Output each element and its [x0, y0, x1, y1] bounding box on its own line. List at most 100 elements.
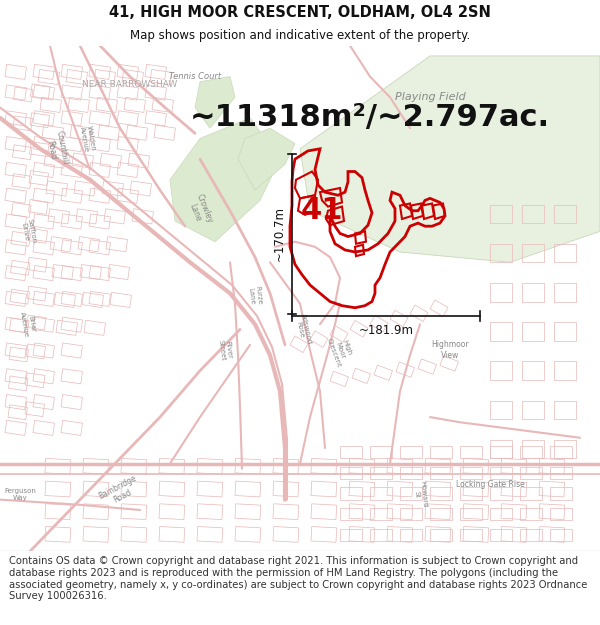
Bar	[33, 240, 55, 255]
Bar	[235, 458, 260, 474]
Text: Counthill
Road: Counthill Road	[44, 130, 70, 168]
Bar	[490, 322, 512, 341]
Bar	[159, 526, 185, 542]
Bar	[310, 331, 328, 348]
Bar	[349, 481, 374, 497]
Bar	[44, 153, 65, 168]
Bar	[40, 98, 61, 112]
Text: River
Street: River Street	[217, 339, 233, 361]
Bar	[400, 467, 422, 479]
Bar	[490, 244, 512, 262]
Bar	[61, 394, 82, 409]
Bar	[145, 64, 166, 79]
Text: Tennis Court: Tennis Court	[169, 72, 221, 81]
Bar	[5, 369, 26, 384]
Bar	[197, 481, 223, 497]
Bar	[430, 508, 452, 520]
Text: ~170.7m: ~170.7m	[273, 206, 286, 261]
Bar	[61, 64, 82, 79]
Text: 41: 41	[301, 196, 343, 225]
Bar	[102, 181, 124, 196]
Bar	[350, 321, 368, 337]
Bar	[5, 136, 26, 152]
Bar	[340, 446, 362, 458]
Bar	[311, 504, 337, 519]
Bar	[100, 153, 121, 168]
Text: Map shows position and indicative extent of the property.: Map shows position and indicative extent…	[130, 29, 470, 42]
Bar	[33, 317, 55, 332]
Bar	[121, 526, 146, 542]
Bar	[550, 488, 572, 499]
Bar	[26, 315, 46, 330]
Bar	[76, 209, 97, 224]
Bar	[396, 362, 415, 378]
Text: 41, HIGH MOOR CRESCENT, OLDHAM, OL4 2SN: 41, HIGH MOOR CRESCENT, OLDHAM, OL4 2SN	[109, 5, 491, 20]
Bar	[490, 508, 512, 520]
Bar	[33, 343, 55, 358]
Bar	[150, 69, 172, 84]
Bar	[501, 481, 527, 497]
Bar	[108, 264, 130, 279]
Bar	[273, 504, 299, 519]
Bar	[145, 85, 166, 100]
Bar	[460, 529, 482, 541]
Bar	[42, 125, 64, 141]
Bar	[33, 291, 55, 306]
Bar	[460, 446, 482, 458]
Bar	[33, 136, 55, 152]
Bar	[11, 261, 30, 275]
Bar	[290, 336, 308, 352]
Bar	[370, 446, 392, 458]
Bar	[520, 467, 542, 479]
Bar	[520, 488, 542, 499]
Bar	[126, 125, 148, 141]
Bar	[89, 111, 110, 126]
Bar	[8, 405, 28, 420]
Bar	[124, 98, 145, 112]
Bar	[61, 111, 82, 126]
Bar	[89, 214, 110, 229]
Bar	[349, 458, 374, 474]
Bar	[522, 283, 544, 301]
Bar	[61, 188, 82, 203]
Bar	[154, 125, 175, 141]
Bar	[340, 488, 362, 499]
Bar	[235, 526, 260, 542]
Bar	[83, 458, 109, 474]
Bar	[463, 481, 488, 497]
Bar	[96, 98, 118, 112]
Bar	[5, 240, 26, 255]
Bar	[311, 458, 337, 474]
Bar	[440, 356, 458, 371]
Bar	[72, 153, 94, 168]
Bar	[539, 458, 565, 474]
Bar	[522, 440, 544, 458]
Bar	[400, 508, 422, 520]
Bar	[550, 446, 572, 458]
Bar	[463, 458, 488, 474]
Bar	[330, 371, 349, 387]
Bar	[539, 481, 565, 497]
Bar	[13, 116, 32, 131]
Bar	[29, 142, 49, 156]
Bar	[490, 283, 512, 301]
Bar	[390, 310, 408, 327]
Text: Howard
St: Howard St	[412, 481, 428, 508]
Bar	[94, 69, 115, 84]
Bar	[370, 467, 392, 479]
Bar	[311, 526, 337, 542]
Text: Crowley
Lane: Crowley Lane	[185, 193, 215, 229]
Bar	[89, 291, 110, 306]
Bar	[9, 347, 28, 362]
Bar	[10, 289, 29, 304]
Polygon shape	[170, 118, 280, 242]
Bar	[46, 181, 67, 196]
Bar	[33, 394, 55, 409]
Bar	[418, 359, 436, 374]
Bar	[83, 504, 109, 519]
Bar	[554, 204, 576, 223]
Bar	[11, 202, 31, 217]
Bar	[522, 244, 544, 262]
Bar	[89, 162, 110, 177]
Bar	[145, 111, 166, 126]
